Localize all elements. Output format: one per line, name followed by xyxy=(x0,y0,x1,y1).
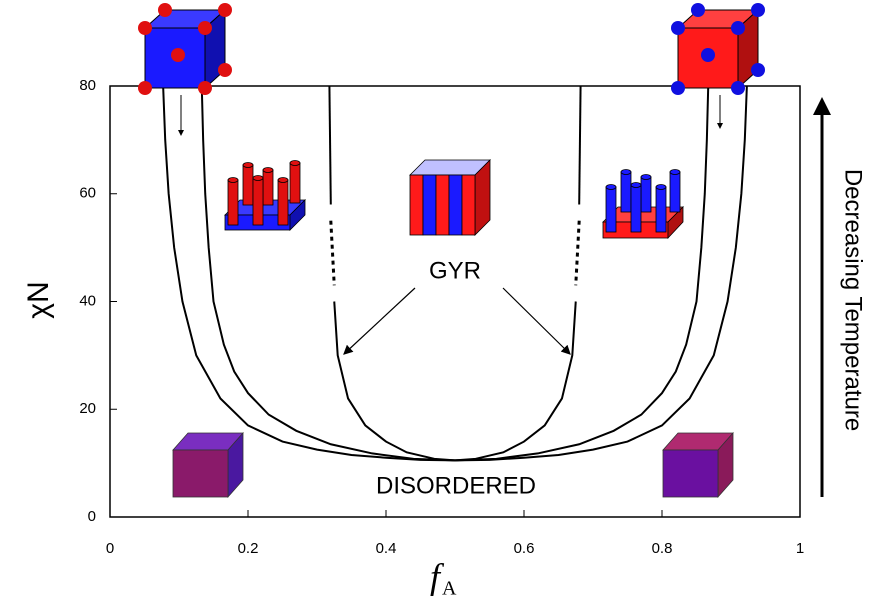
phase-boundary xyxy=(202,86,455,460)
disordered-cube-left xyxy=(173,433,243,497)
temperature-label: Decreasing Temperature xyxy=(840,169,867,431)
y-axis-label: χN xyxy=(22,281,55,318)
phase-boundary xyxy=(329,86,330,205)
y-tick-label: 0 xyxy=(88,508,96,525)
y-tick-label: 20 xyxy=(79,400,96,417)
disordered-label: DISORDERED xyxy=(376,472,536,499)
sphere-cube-red xyxy=(671,3,765,95)
sphere-cube-blue xyxy=(138,3,232,95)
x-tick-label: 1 xyxy=(796,540,804,557)
lamellae-block xyxy=(410,160,490,235)
phase-boundary xyxy=(455,302,576,461)
x-tick-label: 0.4 xyxy=(376,540,397,557)
phase-boundary xyxy=(163,86,455,460)
cylinder-block-right xyxy=(603,170,683,239)
x-axis-label-subscript: A xyxy=(442,578,457,600)
phase-boundary xyxy=(579,86,580,205)
disordered-cube-right xyxy=(663,433,733,497)
x-tick-label: 0.2 xyxy=(238,540,259,557)
y-tick-label: 60 xyxy=(79,185,96,202)
phase-boundary xyxy=(334,302,455,461)
cylinder-block-left xyxy=(225,161,305,231)
chart: 0 0.2 0.4 0.6 0.8 1 0 20 40 60 80 GYR DISORDERED D… xyxy=(0,0,877,600)
x-tick-label: 0.6 xyxy=(514,540,535,557)
phase-boundary xyxy=(331,221,334,286)
y-tick-label: 40 xyxy=(79,292,96,309)
y-tick-label: 80 xyxy=(79,77,96,94)
gyr-arrow xyxy=(503,288,570,354)
gyr-arrow xyxy=(344,288,415,354)
phase-boundary xyxy=(455,86,747,460)
phase-boundary xyxy=(576,221,579,286)
x-tick-label: 0.8 xyxy=(652,540,673,557)
gyr-label: GYR xyxy=(429,257,481,284)
x-tick-label: 0 xyxy=(106,540,114,557)
phase-boundary xyxy=(455,86,708,460)
